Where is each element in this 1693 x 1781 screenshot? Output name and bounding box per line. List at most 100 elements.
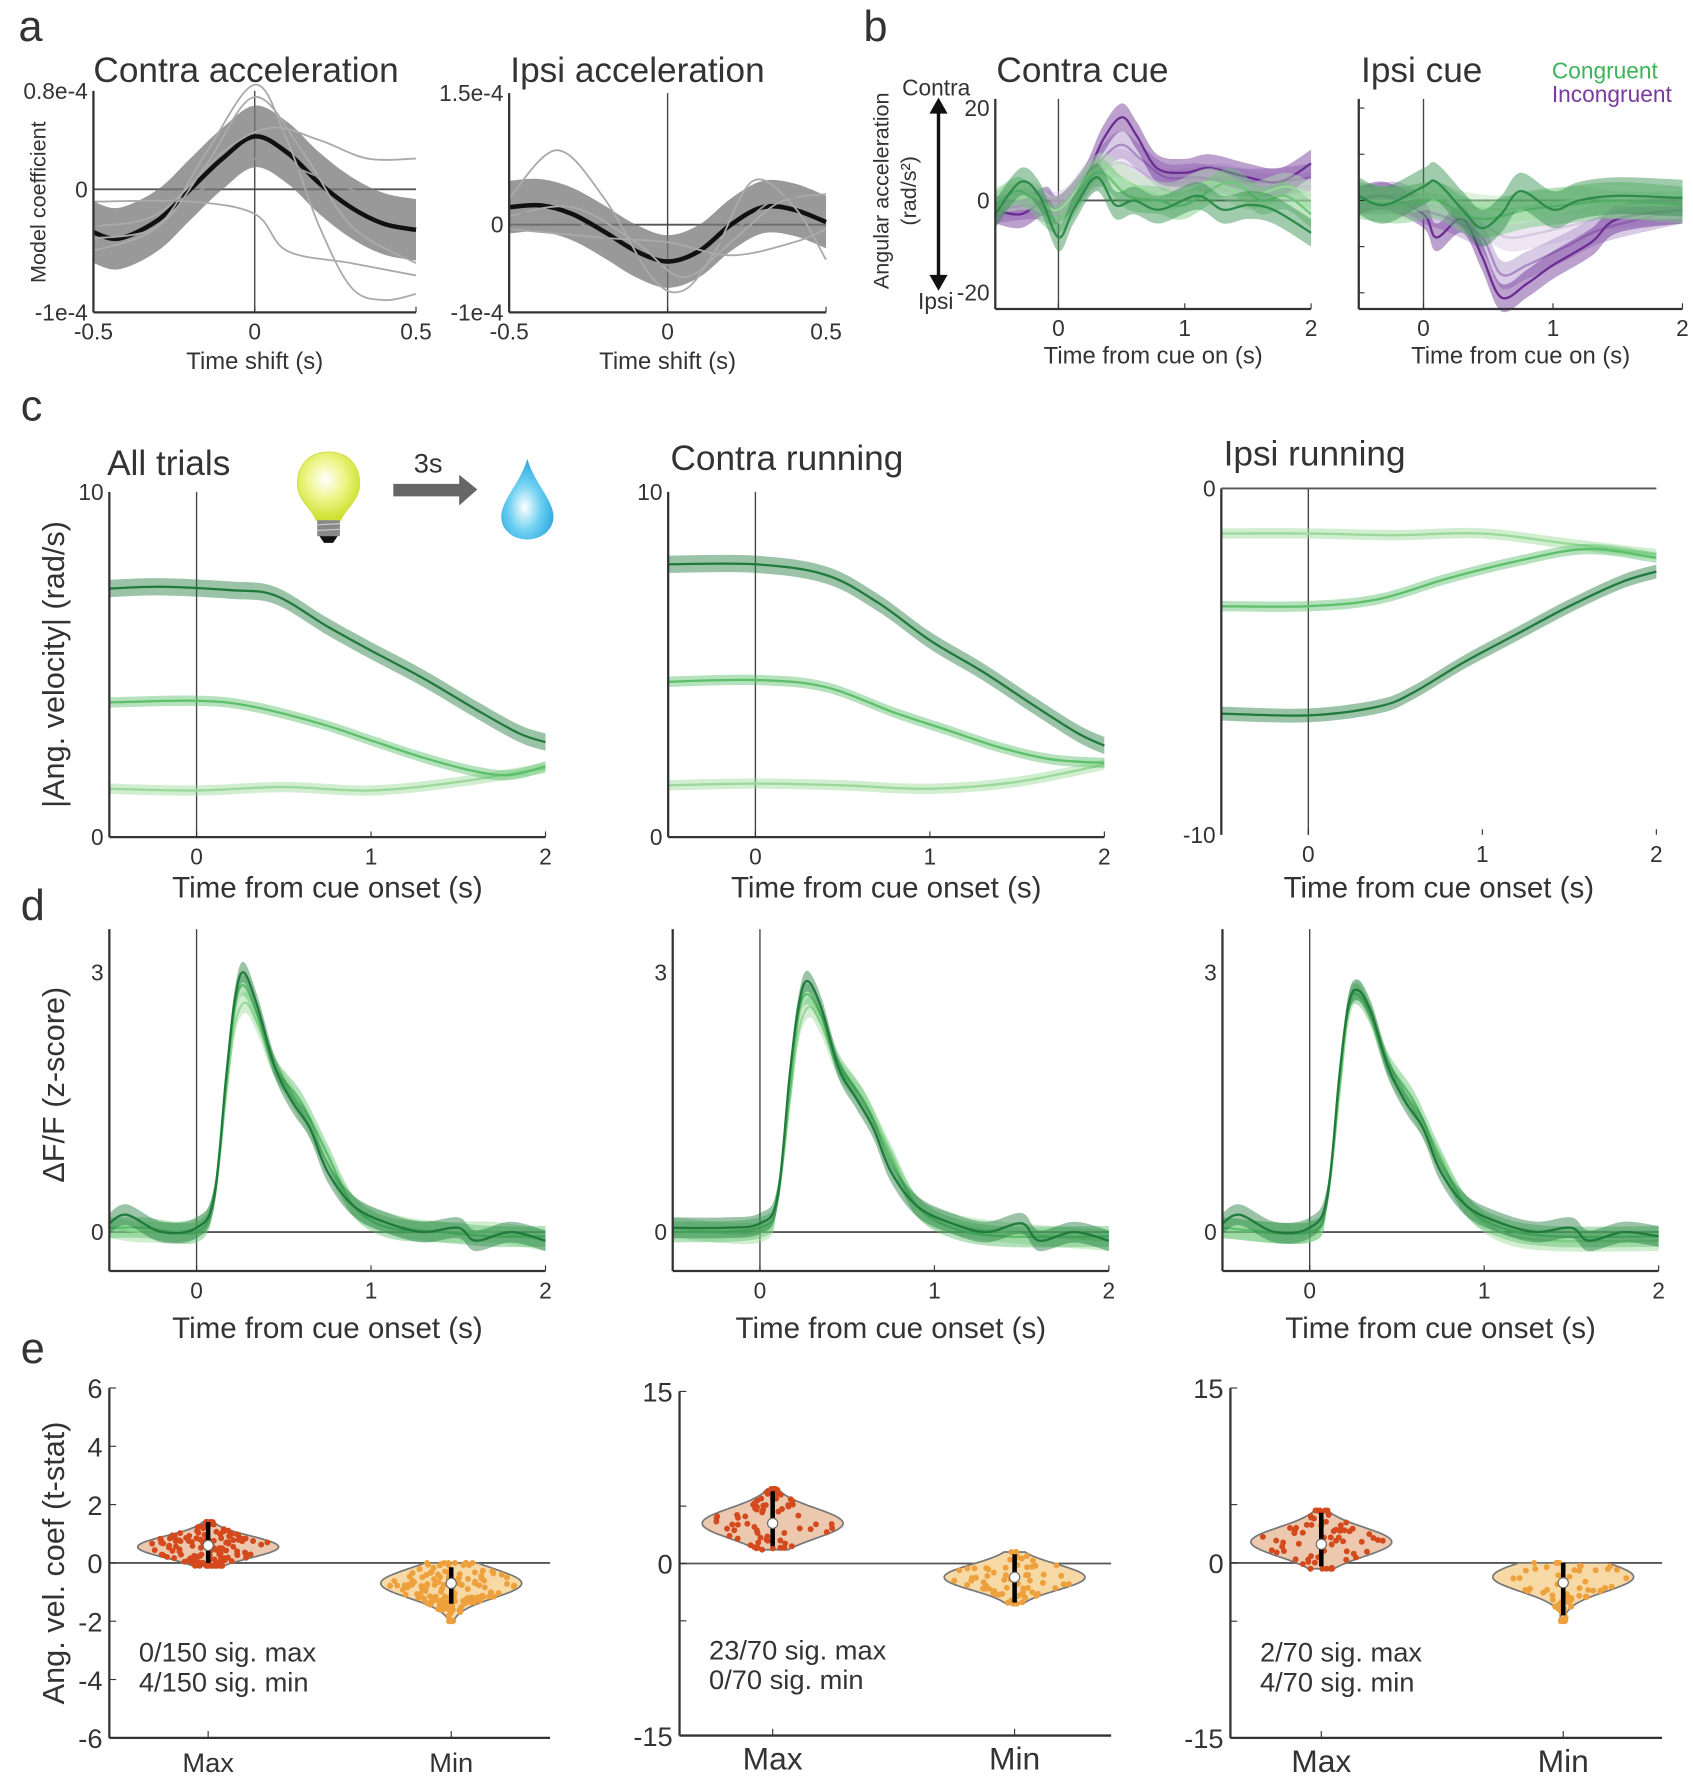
series-line-2 bbox=[672, 979, 1110, 1242]
y-tick-label: -4 bbox=[78, 1665, 102, 1696]
x-tick-label: -0.5 bbox=[490, 319, 529, 345]
error-band-0 bbox=[1358, 186, 1683, 252]
series-line-1 bbox=[668, 678, 1105, 764]
series-line-0 bbox=[1222, 988, 1659, 1243]
y-tick-label: 4 bbox=[87, 1432, 102, 1463]
data-point bbox=[1549, 1596, 1556, 1603]
data-point bbox=[1023, 1572, 1030, 1579]
data-point bbox=[990, 1569, 997, 1576]
data-point bbox=[1510, 1575, 1517, 1582]
data-point bbox=[1323, 1518, 1329, 1525]
panel-letter-a: a bbox=[18, 3, 42, 51]
series-line-1 bbox=[109, 699, 546, 777]
series-line-2 bbox=[1221, 988, 1659, 1242]
error-band-0 bbox=[93, 105, 417, 270]
data-point bbox=[1280, 1548, 1287, 1554]
x-tick-label: 1 bbox=[928, 1277, 941, 1303]
data-point bbox=[1308, 1521, 1315, 1528]
data-point bbox=[471, 1569, 478, 1576]
data-point bbox=[437, 1574, 444, 1580]
data-point bbox=[1568, 1603, 1575, 1610]
data-point bbox=[469, 1559, 476, 1566]
series-line-1 bbox=[1221, 547, 1657, 608]
data-point bbox=[1330, 1528, 1337, 1535]
data-point bbox=[455, 1575, 462, 1582]
title-c2: Contra running bbox=[670, 439, 903, 478]
series-line-0 bbox=[668, 763, 1105, 790]
ylabel-b-line2: (rad/s²) bbox=[896, 156, 921, 226]
data-point bbox=[1312, 1507, 1319, 1514]
data-point bbox=[1597, 1587, 1604, 1594]
data-point bbox=[1607, 1563, 1614, 1570]
data-point bbox=[742, 1513, 749, 1520]
series-line-2 bbox=[668, 562, 1105, 747]
data-point bbox=[1327, 1534, 1334, 1541]
data-point bbox=[764, 1537, 771, 1544]
data-point bbox=[1565, 1599, 1572, 1606]
y-tick-label: 0 bbox=[87, 1548, 102, 1579]
violin-max bbox=[701, 1485, 844, 1553]
data-point bbox=[1273, 1537, 1280, 1544]
data-point bbox=[1273, 1549, 1280, 1556]
x-tick-label: 1 bbox=[1547, 315, 1560, 341]
data-point bbox=[1532, 1565, 1539, 1572]
y-tick-label: 0 bbox=[650, 824, 663, 850]
data-point bbox=[450, 1617, 457, 1624]
data-point bbox=[409, 1570, 416, 1577]
data-point bbox=[468, 1594, 475, 1601]
data-point bbox=[387, 1582, 393, 1589]
y-tick-label: 0 bbox=[1208, 1548, 1223, 1579]
data-point bbox=[751, 1544, 758, 1551]
data-point bbox=[1576, 1562, 1583, 1569]
data-point bbox=[194, 1524, 201, 1530]
data-point bbox=[242, 1535, 249, 1542]
data-point bbox=[209, 1519, 216, 1526]
panel-letter-e: e bbox=[21, 1325, 45, 1373]
panel-letter-c: c bbox=[21, 382, 43, 430]
data-point bbox=[452, 1559, 458, 1566]
x-tick-label: 0 bbox=[661, 319, 674, 345]
error-band-2 bbox=[109, 961, 546, 1252]
data-point bbox=[457, 1609, 464, 1615]
data-point bbox=[1305, 1558, 1312, 1565]
y-tick-label: 2 bbox=[87, 1490, 102, 1521]
data-point bbox=[1522, 1567, 1529, 1574]
x-tick-label: Min bbox=[989, 1741, 1040, 1777]
data-point bbox=[488, 1589, 494, 1596]
data-point bbox=[176, 1546, 183, 1553]
series-line-2 bbox=[995, 116, 1312, 216]
series-line-1 bbox=[672, 992, 1109, 1239]
data-point bbox=[503, 1574, 510, 1581]
data-point bbox=[1364, 1548, 1370, 1555]
data-point bbox=[779, 1506, 785, 1512]
data-point bbox=[1337, 1527, 1344, 1534]
data-point bbox=[1549, 1592, 1556, 1599]
y-tick-label: 20 bbox=[964, 95, 989, 121]
chart-d2: 0 1 2 3 0 Time from cue onset (s) bbox=[654, 929, 1115, 1345]
x-tick-label: 2 bbox=[1650, 841, 1663, 867]
error-band-2 bbox=[1358, 181, 1683, 313]
data-point bbox=[1557, 1618, 1564, 1625]
x-tick-label: Min bbox=[1538, 1743, 1589, 1779]
x-tick-label: 0 bbox=[754, 1277, 767, 1303]
arrow-label-contra: Contra bbox=[902, 74, 971, 100]
data-point bbox=[724, 1525, 730, 1532]
series-line-0 bbox=[109, 1001, 546, 1242]
data-point bbox=[409, 1577, 416, 1584]
data-point bbox=[812, 1521, 819, 1528]
data-point bbox=[465, 1575, 471, 1582]
x-tick-label: 2 bbox=[1652, 1277, 1665, 1303]
data-point bbox=[435, 1579, 442, 1586]
data-point bbox=[754, 1529, 761, 1536]
data-point bbox=[1039, 1579, 1046, 1586]
data-point bbox=[1340, 1538, 1347, 1545]
data-point bbox=[438, 1597, 445, 1604]
data-point bbox=[205, 1562, 212, 1569]
data-point bbox=[1327, 1565, 1334, 1572]
series-line-5 bbox=[994, 176, 1312, 239]
data-point bbox=[1562, 1617, 1569, 1624]
data-point bbox=[1602, 1584, 1609, 1591]
